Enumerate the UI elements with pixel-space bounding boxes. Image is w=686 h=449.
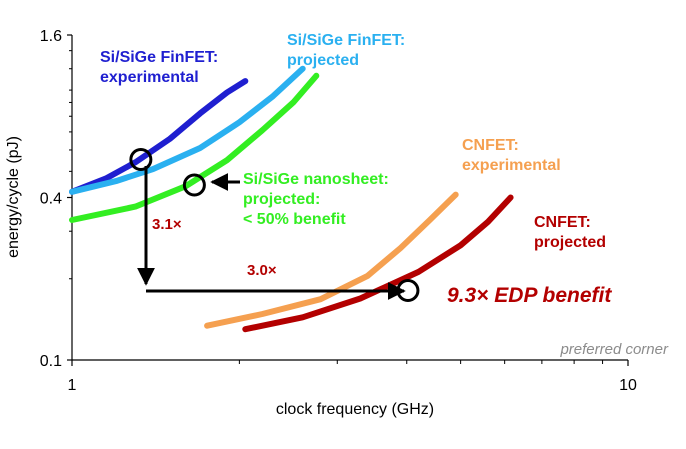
marker-circle-1 [182,173,206,197]
edp-benefit-label: 9.3× EDP benefit [447,284,612,307]
marker-circle-2 [396,278,420,302]
series-line-0 [69,78,249,195]
x-tick-label: 1 [68,377,77,394]
y-tick-label: 1.6 [40,28,62,45]
series-line-2 [69,72,320,223]
series-label-3: CNFET: [462,137,519,154]
series-label-0: experimental [100,69,199,86]
series-line-3 [204,191,459,329]
series-label-2: projected: [243,191,320,208]
marker-layer [129,148,420,302]
horizontal-factor-label: 3.0× [247,262,277,279]
tick-layer: 0.1 0.4 1.6 1 10 [40,28,637,394]
series-label-2: < 50% benefit [243,211,346,228]
series-label-3: experimental [462,157,561,174]
series-line-4 [242,194,514,333]
series-label-0: Si/SiGe FinFET: [100,49,218,66]
series-label-4: projected [534,234,606,251]
series-label-1: Si/SiGe FinFET: [287,32,405,49]
x-axis-title: clock frequency (GHz) [276,401,434,418]
y-tick-label: 0.4 [40,191,62,208]
y-tick-label: 0.1 [40,353,62,370]
series-label-2: Si/SiGe nanosheet: [243,171,389,188]
preferred-corner-label: preferred corner [559,341,669,358]
series-label-1: projected [287,52,359,69]
vertical-factor-label: 3.1× [152,216,182,233]
marker-circle-0 [129,148,153,172]
series-label-4: CNFET: [534,214,591,231]
x-tick-label: 10 [619,377,637,394]
y-axis-title: energy/cycle (pJ) [5,136,22,258]
series-line-1 [69,65,306,195]
series-layer [69,65,514,333]
series-label-layer: Si/SiGe FinFET: experimental Si/SiGe FinFE… [100,32,606,251]
